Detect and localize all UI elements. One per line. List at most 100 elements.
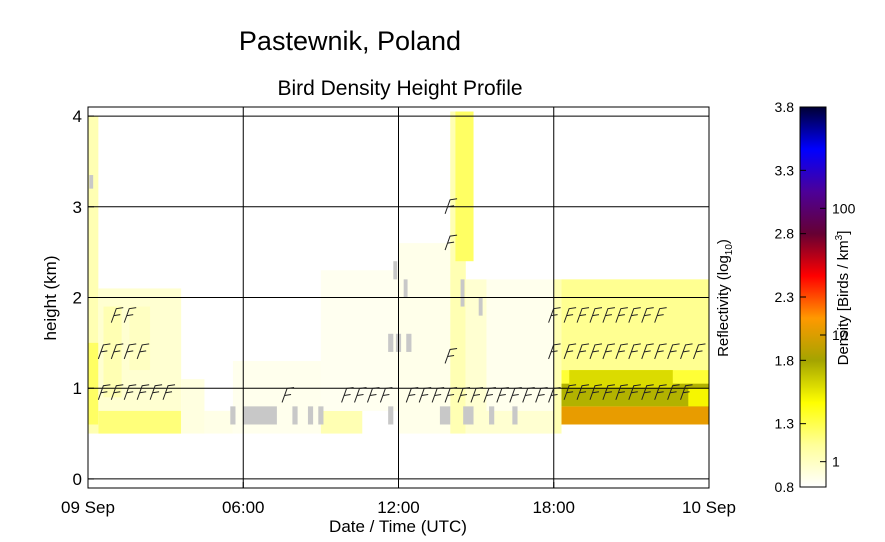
colorbar-left-label: Reflectivity (log10) bbox=[715, 239, 735, 357]
colorbar-left-tick-label: 3.8 bbox=[775, 99, 795, 115]
wind-barb bbox=[589, 343, 603, 360]
no-data-cells bbox=[89, 175, 518, 425]
wind-barb bbox=[444, 347, 458, 364]
no-data-cell bbox=[489, 406, 495, 425]
wind-barb bbox=[535, 386, 548, 403]
no-data-cell bbox=[230, 406, 236, 425]
wind-barb bbox=[680, 384, 693, 400]
x-tick-label: 06:00 bbox=[222, 498, 265, 517]
no-data-cell bbox=[512, 406, 518, 425]
wind-barb bbox=[602, 307, 615, 323]
x-tick-label: 18:00 bbox=[532, 498, 575, 517]
chart-subtitle: Bird Density Height Profile bbox=[277, 77, 523, 100]
colorbar-left-tick-label: 3.3 bbox=[775, 162, 795, 178]
no-data-cell bbox=[460, 279, 465, 307]
wind-barb bbox=[496, 386, 509, 403]
wind-barb bbox=[483, 386, 496, 403]
density-cells bbox=[88, 111, 709, 434]
wind-barb bbox=[576, 384, 590, 400]
y-axis-label: height (km) bbox=[41, 255, 60, 340]
density-cell bbox=[561, 279, 709, 371]
density-cell bbox=[486, 279, 554, 434]
wind-barb bbox=[641, 307, 654, 323]
colorbar-right-tick-label: 1 bbox=[832, 454, 840, 470]
density-cell bbox=[688, 388, 709, 407]
wind-barb bbox=[548, 386, 561, 403]
wind-barb bbox=[431, 386, 445, 403]
wind-barb bbox=[123, 384, 137, 400]
no-data-cell bbox=[478, 297, 483, 316]
wind-barb bbox=[354, 386, 367, 403]
density-cell bbox=[88, 116, 99, 434]
no-data-cell bbox=[318, 406, 324, 425]
wind-barb bbox=[444, 234, 458, 251]
wind-barb bbox=[680, 343, 693, 360]
wind-barb bbox=[602, 343, 615, 360]
colorbar-right-ticks: 1 10 100 bbox=[820, 200, 856, 470]
y-tick-label: 0 bbox=[73, 470, 82, 489]
wind-barb bbox=[693, 343, 706, 360]
no-data-cell bbox=[307, 406, 314, 425]
wind-barb bbox=[615, 384, 628, 400]
colorbar-left-tick-label: 1.3 bbox=[775, 416, 795, 432]
wind-barb bbox=[589, 384, 603, 400]
wind-barb bbox=[615, 307, 628, 323]
no-data-cell bbox=[89, 175, 94, 189]
wind-barb bbox=[641, 343, 654, 360]
colorbar-right-tick-label: 10 bbox=[832, 327, 848, 343]
wind-barb bbox=[563, 343, 577, 360]
colorbar-left-tick-label: 2.8 bbox=[775, 226, 795, 242]
y-tick-label: 3 bbox=[73, 198, 82, 217]
no-data-cell bbox=[393, 261, 398, 280]
no-data-cell bbox=[403, 279, 408, 298]
density-cell bbox=[553, 279, 562, 434]
x-axis-label: Date / Time (UTC) bbox=[329, 517, 467, 536]
wind-barb bbox=[563, 384, 577, 400]
colorbar-left-tick-label: 0.8 bbox=[775, 479, 795, 495]
density-cell bbox=[486, 410, 554, 434]
density-cell bbox=[455, 111, 474, 262]
x-tick-label: 09 Sep bbox=[61, 498, 115, 517]
wind-barb bbox=[444, 198, 458, 214]
wind-barb bbox=[654, 307, 667, 323]
wind-barb bbox=[136, 384, 150, 400]
colorbar-left-ticks: 0.8 1.3 1.8 2.3 2.8 3.3 3.8 bbox=[775, 99, 806, 495]
wind-barb bbox=[548, 307, 561, 323]
wind-barb bbox=[341, 386, 354, 403]
density-cell bbox=[561, 383, 709, 407]
no-data-cell bbox=[406, 333, 412, 352]
wind-barb bbox=[149, 384, 163, 400]
wind-barb bbox=[667, 343, 680, 360]
wind-barb bbox=[366, 386, 380, 403]
no-data-cell bbox=[463, 406, 474, 425]
grid-lines bbox=[87, 107, 710, 488]
no-data-cell bbox=[388, 406, 394, 425]
wind-barb bbox=[548, 343, 561, 360]
wind-barb bbox=[628, 307, 641, 323]
density-cell bbox=[320, 270, 399, 411]
wind-barb bbox=[576, 343, 590, 360]
no-data-cell bbox=[292, 406, 298, 425]
wind-barb bbox=[123, 307, 137, 323]
density-cell bbox=[569, 370, 673, 389]
wind-barb bbox=[602, 384, 615, 400]
wind-barb bbox=[444, 386, 458, 403]
wind-barb bbox=[615, 343, 628, 360]
density-cell bbox=[98, 410, 182, 434]
wind-barb bbox=[97, 384, 111, 400]
wind-barb bbox=[379, 386, 393, 403]
density-cell bbox=[181, 379, 205, 434]
x-tick-label: 12:00 bbox=[377, 498, 420, 517]
wind-barb bbox=[641, 384, 654, 400]
wind-barb bbox=[110, 307, 124, 323]
wind-barb bbox=[110, 384, 124, 400]
y-tick-label: 4 bbox=[73, 107, 82, 126]
wind-barb bbox=[522, 386, 535, 403]
wind-barb bbox=[418, 386, 432, 403]
wind-barb bbox=[667, 384, 680, 400]
x-tick-label: 10 Sep bbox=[682, 498, 736, 517]
x-axis-ticks: 09 Sep 06:00 12:00 18:00 10 Sep bbox=[61, 482, 736, 517]
colorbar-right-label: Density [Birds / km3] bbox=[834, 231, 852, 366]
wind-barb bbox=[628, 384, 641, 400]
wind-barb bbox=[509, 386, 522, 403]
